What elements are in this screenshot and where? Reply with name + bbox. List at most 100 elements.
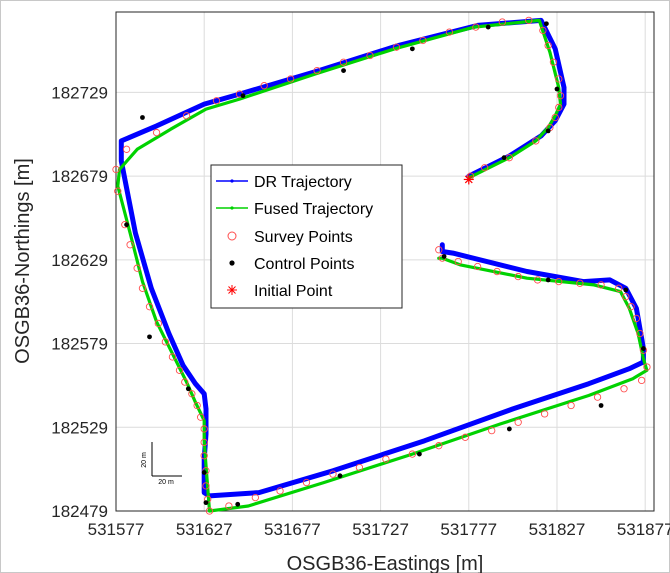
marker-layer <box>112 16 651 515</box>
control-point <box>545 277 551 283</box>
control-point <box>201 470 207 475</box>
survey-point <box>636 329 644 338</box>
control-point <box>641 346 646 351</box>
survey-point <box>122 145 131 153</box>
control-point <box>416 451 422 457</box>
legend-label-fused: Fused Trajectory <box>254 201 373 218</box>
control-point <box>203 500 209 506</box>
survey-point <box>212 97 221 105</box>
survey-point <box>154 319 162 328</box>
legend-marker-survey <box>227 231 237 241</box>
x-tick-label: 531777 <box>440 520 497 539</box>
survey-point <box>498 18 506 26</box>
series-line-fused <box>116 18 649 513</box>
control-point <box>623 287 629 293</box>
scale-bar-y-label: 20 m <box>141 452 148 468</box>
survey-point <box>419 36 427 45</box>
survey-point <box>551 113 559 122</box>
survey-point <box>533 276 542 284</box>
control-point <box>147 334 152 340</box>
legend-item-fused: Fused Trajectory <box>216 201 373 218</box>
legend-label-dr: DR Trajectory <box>254 174 352 191</box>
survey-point <box>200 438 208 446</box>
legend-item-initial: Initial Point <box>227 283 333 300</box>
survey-point <box>555 75 563 83</box>
survey-point <box>126 241 134 249</box>
survey-point <box>472 23 480 31</box>
survey-point <box>514 418 522 426</box>
survey-point <box>514 272 522 281</box>
survey-point <box>445 28 454 36</box>
initial-point <box>463 174 474 185</box>
y-tick-label: 182579 <box>51 335 108 354</box>
survey-point <box>205 507 214 515</box>
control-point <box>185 386 191 392</box>
survey-point <box>643 363 651 371</box>
survey-point <box>556 92 565 100</box>
control-point <box>554 86 560 92</box>
survey-point <box>525 16 533 25</box>
control-point <box>409 46 415 52</box>
legend-item-survey: Survey Points <box>227 229 353 246</box>
control-point <box>124 222 129 228</box>
x-tick-label: 531677 <box>264 520 321 539</box>
y-tick-label: 182629 <box>51 251 108 270</box>
plot-area <box>115 11 655 512</box>
control-point <box>485 24 491 30</box>
survey-point <box>622 293 630 301</box>
survey-point <box>576 279 584 287</box>
survey-point <box>188 390 196 398</box>
survey-point <box>539 26 547 35</box>
series-line-dr <box>118 17 646 499</box>
survey-point <box>461 433 469 441</box>
survey-point <box>615 284 623 292</box>
survey-point <box>339 58 348 66</box>
survey-point <box>225 502 233 510</box>
survey-point <box>488 426 496 435</box>
legend-item-dr: DR Trajectory <box>216 174 352 191</box>
survey-point <box>145 303 154 311</box>
survey-point <box>532 137 540 145</box>
survey-point <box>555 103 563 112</box>
survey-point <box>181 378 189 386</box>
legend-label-initial: Initial Point <box>254 283 333 300</box>
survey-point <box>435 246 443 254</box>
survey-point <box>454 257 462 266</box>
survey-point <box>544 41 552 50</box>
control-point <box>506 426 512 432</box>
survey-point <box>112 165 120 174</box>
control-point <box>337 473 343 479</box>
control-point <box>545 128 551 134</box>
survey-point <box>286 75 295 83</box>
survey-point <box>175 366 184 374</box>
x-tick-labels: 531577 531627 531677 531727 531777 531827 5318… <box>88 520 670 539</box>
survey-point <box>593 393 602 401</box>
survey-point <box>366 51 374 60</box>
legend-label-control: Control Points <box>254 256 355 273</box>
control-point <box>235 501 241 507</box>
survey-point <box>193 401 201 410</box>
survey-point <box>382 455 390 463</box>
y-axis-label: OSGB36-Northings [m] <box>12 158 34 364</box>
survey-point <box>597 281 605 289</box>
survey-point <box>567 401 575 410</box>
scale-bar-x-label: 20 m <box>158 479 174 486</box>
control-point <box>598 403 604 408</box>
legend-marker-dr <box>230 179 234 183</box>
survey-point <box>540 410 549 418</box>
x-tick-label: 531627 <box>176 520 233 539</box>
survey-point <box>435 442 443 450</box>
survey-point <box>549 58 558 66</box>
legend-marker-fused <box>230 206 234 210</box>
survey-point <box>392 43 401 51</box>
legend-marker-control <box>229 260 235 266</box>
x-tick-label: 531727 <box>352 520 409 539</box>
survey-point <box>632 314 641 323</box>
survey-point <box>627 303 635 311</box>
scale-bar: 20 m 20 m <box>141 442 182 486</box>
survey-point <box>555 277 563 286</box>
survey-point <box>114 187 122 195</box>
x-axis-label: OSGB36-Eastings [m] <box>287 553 484 573</box>
control-point <box>140 115 145 120</box>
survey-point <box>168 353 177 361</box>
